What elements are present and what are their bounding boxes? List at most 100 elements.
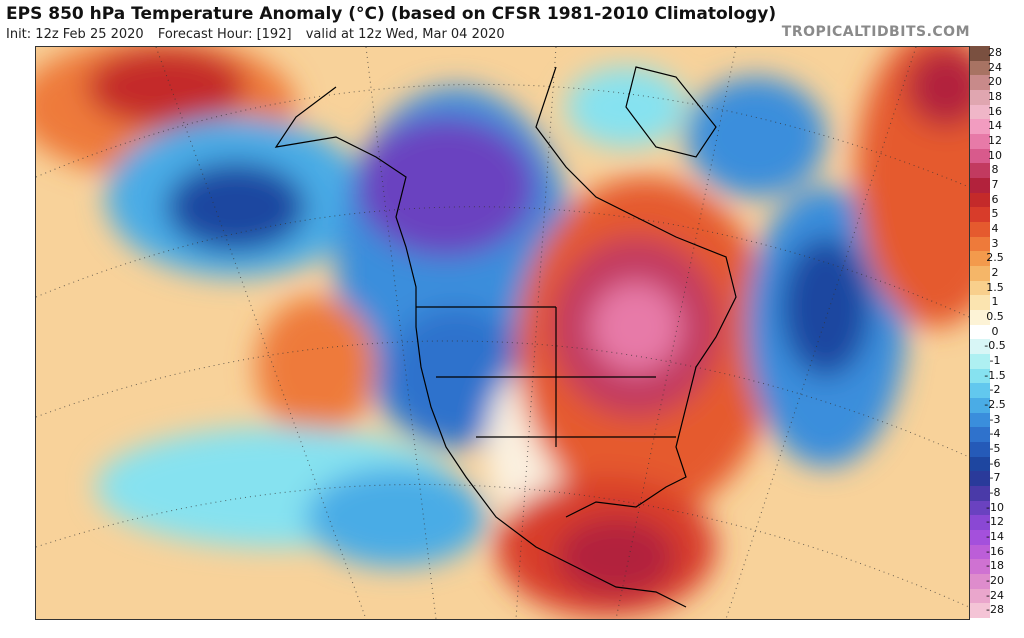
legend-swatch <box>970 163 990 178</box>
legend-entry: -28 <box>970 603 1020 618</box>
legend-label: 0 <box>991 324 999 338</box>
legend-label: 5 <box>991 207 999 221</box>
legend-label: 24 <box>988 60 1002 74</box>
legend-swatch <box>970 486 990 501</box>
legend-label: 12 <box>988 134 1002 147</box>
legend-entry: 4 <box>970 222 1020 237</box>
legend-swatch <box>970 515 990 530</box>
legend-label: 4 <box>991 222 999 235</box>
legend-entry: -3 <box>970 412 1020 428</box>
legend-entry: -2 <box>970 383 1020 398</box>
legend-swatch <box>970 383 990 398</box>
legend-entry: -2.5 <box>970 398 1020 413</box>
legend-label: -5 <box>989 442 1001 455</box>
legend-entry: 1.5 <box>970 280 1020 296</box>
legend-entry: 14 <box>970 119 1020 134</box>
legend-swatch <box>970 178 990 193</box>
legend-swatch <box>970 207 990 222</box>
legend-swatch <box>970 456 990 472</box>
legend-entry: -5 <box>970 442 1020 457</box>
legend-swatch <box>970 544 990 560</box>
legend-entry: -1 <box>970 354 1020 369</box>
legend-entry: -16 <box>970 544 1020 560</box>
legend-entry: -12 <box>970 515 1020 530</box>
legend-entry: -18 <box>970 559 1020 574</box>
site-watermark: TROPICALTIDBITS.COM <box>781 24 970 40</box>
legend-label: 8 <box>991 163 999 177</box>
legend-entry: -7 <box>970 471 1020 486</box>
legend-label: -20 <box>986 574 1004 587</box>
legend-label: -28 <box>986 603 1004 617</box>
legend-label: -8 <box>989 486 1001 499</box>
legend-swatch <box>970 236 990 252</box>
legend-entry: 8 <box>970 163 1020 178</box>
legend-swatch <box>970 427 990 442</box>
legend-entry: -0.5 <box>970 339 1020 354</box>
legend-entry: 10 <box>970 148 1020 164</box>
legend-swatch <box>970 588 990 604</box>
legend-swatch <box>970 310 990 325</box>
legend-swatch <box>970 222 990 237</box>
legend-swatch <box>970 368 990 384</box>
anomaly-field <box>36 47 969 619</box>
legend-label: -12 <box>986 515 1004 529</box>
legend-swatch <box>970 559 990 574</box>
legend-label: 2.5 <box>986 251 1004 265</box>
legend-entry: 2 <box>970 266 1020 281</box>
legend-label: -7 <box>989 471 1001 485</box>
legend-entry: 7 <box>970 178 1020 193</box>
legend-entry: 28 <box>970 46 1020 61</box>
legend-swatch <box>970 148 990 164</box>
legend-label: -14 <box>986 530 1004 543</box>
legend-swatch <box>970 354 990 369</box>
legend-entry: 3 <box>970 236 1020 252</box>
legend-label: -24 <box>986 588 1004 602</box>
legend-label: -10 <box>986 500 1004 514</box>
legend-entry: -1.5 <box>970 368 1020 384</box>
legend-swatch <box>970 398 990 413</box>
legend-swatch <box>970 603 990 618</box>
legend-swatch <box>970 295 990 310</box>
legend-label: -16 <box>986 544 1004 558</box>
legend-label: 7 <box>991 178 999 191</box>
legend-entry: -6 <box>970 456 1020 472</box>
init-time: Init: 12z Feb 25 2020 <box>6 27 144 42</box>
legend-entry: 24 <box>970 60 1020 76</box>
legend-label: 20 <box>988 75 1002 89</box>
legend-label: -1 <box>989 354 1001 367</box>
legend-swatch <box>970 574 990 589</box>
legend-entry: 12 <box>970 134 1020 149</box>
legend-swatch <box>970 412 990 428</box>
legend-entry: 20 <box>970 75 1020 90</box>
forecast-hour: Forecast Hour: [192] <box>157 27 292 42</box>
legend-swatch <box>970 251 990 266</box>
legend-swatch <box>970 280 990 296</box>
legend-swatch <box>970 75 990 90</box>
legend-label: 3 <box>991 236 999 250</box>
anomaly-map <box>35 46 970 620</box>
legend-entry: 16 <box>970 104 1020 120</box>
legend-swatch <box>970 60 990 76</box>
legend-entry: -8 <box>970 486 1020 501</box>
legend-entry: -14 <box>970 530 1020 545</box>
legend-entry: -20 <box>970 574 1020 589</box>
legend-label: -4 <box>989 427 1001 441</box>
legend-swatch <box>970 500 990 516</box>
legend-label: 10 <box>988 148 1002 162</box>
legend-label: 18 <box>988 90 1002 103</box>
legend-swatch <box>970 119 990 134</box>
legend-label: -3 <box>989 412 1001 426</box>
legend-entry: 6 <box>970 192 1020 208</box>
legend-swatch <box>970 90 990 105</box>
legend-label: -1.5 <box>984 368 1006 382</box>
legend-label: 6 <box>991 192 999 206</box>
legend-swatch <box>970 192 990 208</box>
legend-entry: -4 <box>970 427 1020 442</box>
map-title: EPS 850 hPa Temperature Anomaly (°C) (ba… <box>6 4 777 24</box>
legend-label: 14 <box>988 119 1002 133</box>
legend-label: 1.5 <box>986 280 1004 294</box>
legend-label: 1 <box>991 295 999 309</box>
legend-label: -2 <box>989 383 1001 397</box>
legend-swatch <box>970 471 990 486</box>
legend-entry: -24 <box>970 588 1020 604</box>
